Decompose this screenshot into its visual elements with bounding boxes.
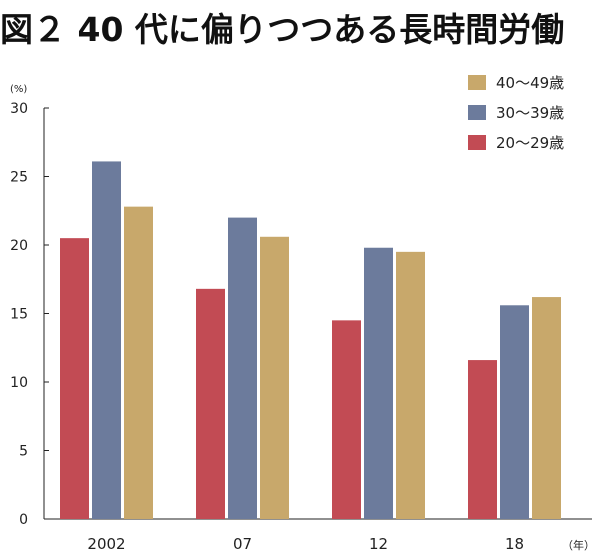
- x-tick-label: 12: [369, 535, 388, 553]
- bar: [468, 360, 497, 519]
- y-tick-label: 25: [10, 170, 28, 186]
- bar: [364, 247, 393, 520]
- y-tick-label: 5: [19, 444, 28, 460]
- bar: [124, 206, 153, 519]
- chart-legend: 40〜49歳 30〜39歳 20〜29歳: [468, 74, 564, 152]
- bar: [92, 161, 121, 519]
- bar: [228, 217, 257, 519]
- y-tick-label: 15: [10, 307, 28, 323]
- legend-label: 30〜39歳: [496, 104, 564, 122]
- bar: [196, 288, 225, 519]
- bar: [532, 297, 561, 519]
- chart-title: 図２ 40 代に偏りつつある長時間労働: [0, 10, 565, 49]
- bar: [60, 238, 89, 519]
- bar: [500, 305, 529, 519]
- legend-swatch: [468, 75, 486, 90]
- y-unit-label: (%): [10, 84, 27, 95]
- y-tick-label: 0: [19, 512, 28, 528]
- bar: [332, 320, 361, 519]
- chart-bars: [60, 161, 561, 520]
- y-tick-label: 20: [10, 238, 28, 254]
- x-tick-label: 07: [233, 535, 252, 553]
- legend-swatch: [468, 105, 486, 120]
- legend-label: 20〜29歳: [496, 134, 564, 152]
- x-unit-label: （年）: [562, 538, 595, 552]
- bar: [396, 251, 425, 519]
- legend-label: 40〜49歳: [496, 74, 564, 92]
- y-tick-label: 30: [10, 101, 28, 117]
- legend-swatch: [468, 135, 486, 150]
- x-tick-label: 18: [505, 535, 524, 553]
- y-tick-label: 10: [10, 375, 28, 391]
- bar: [260, 236, 289, 519]
- x-tick-label: 2002: [87, 535, 125, 553]
